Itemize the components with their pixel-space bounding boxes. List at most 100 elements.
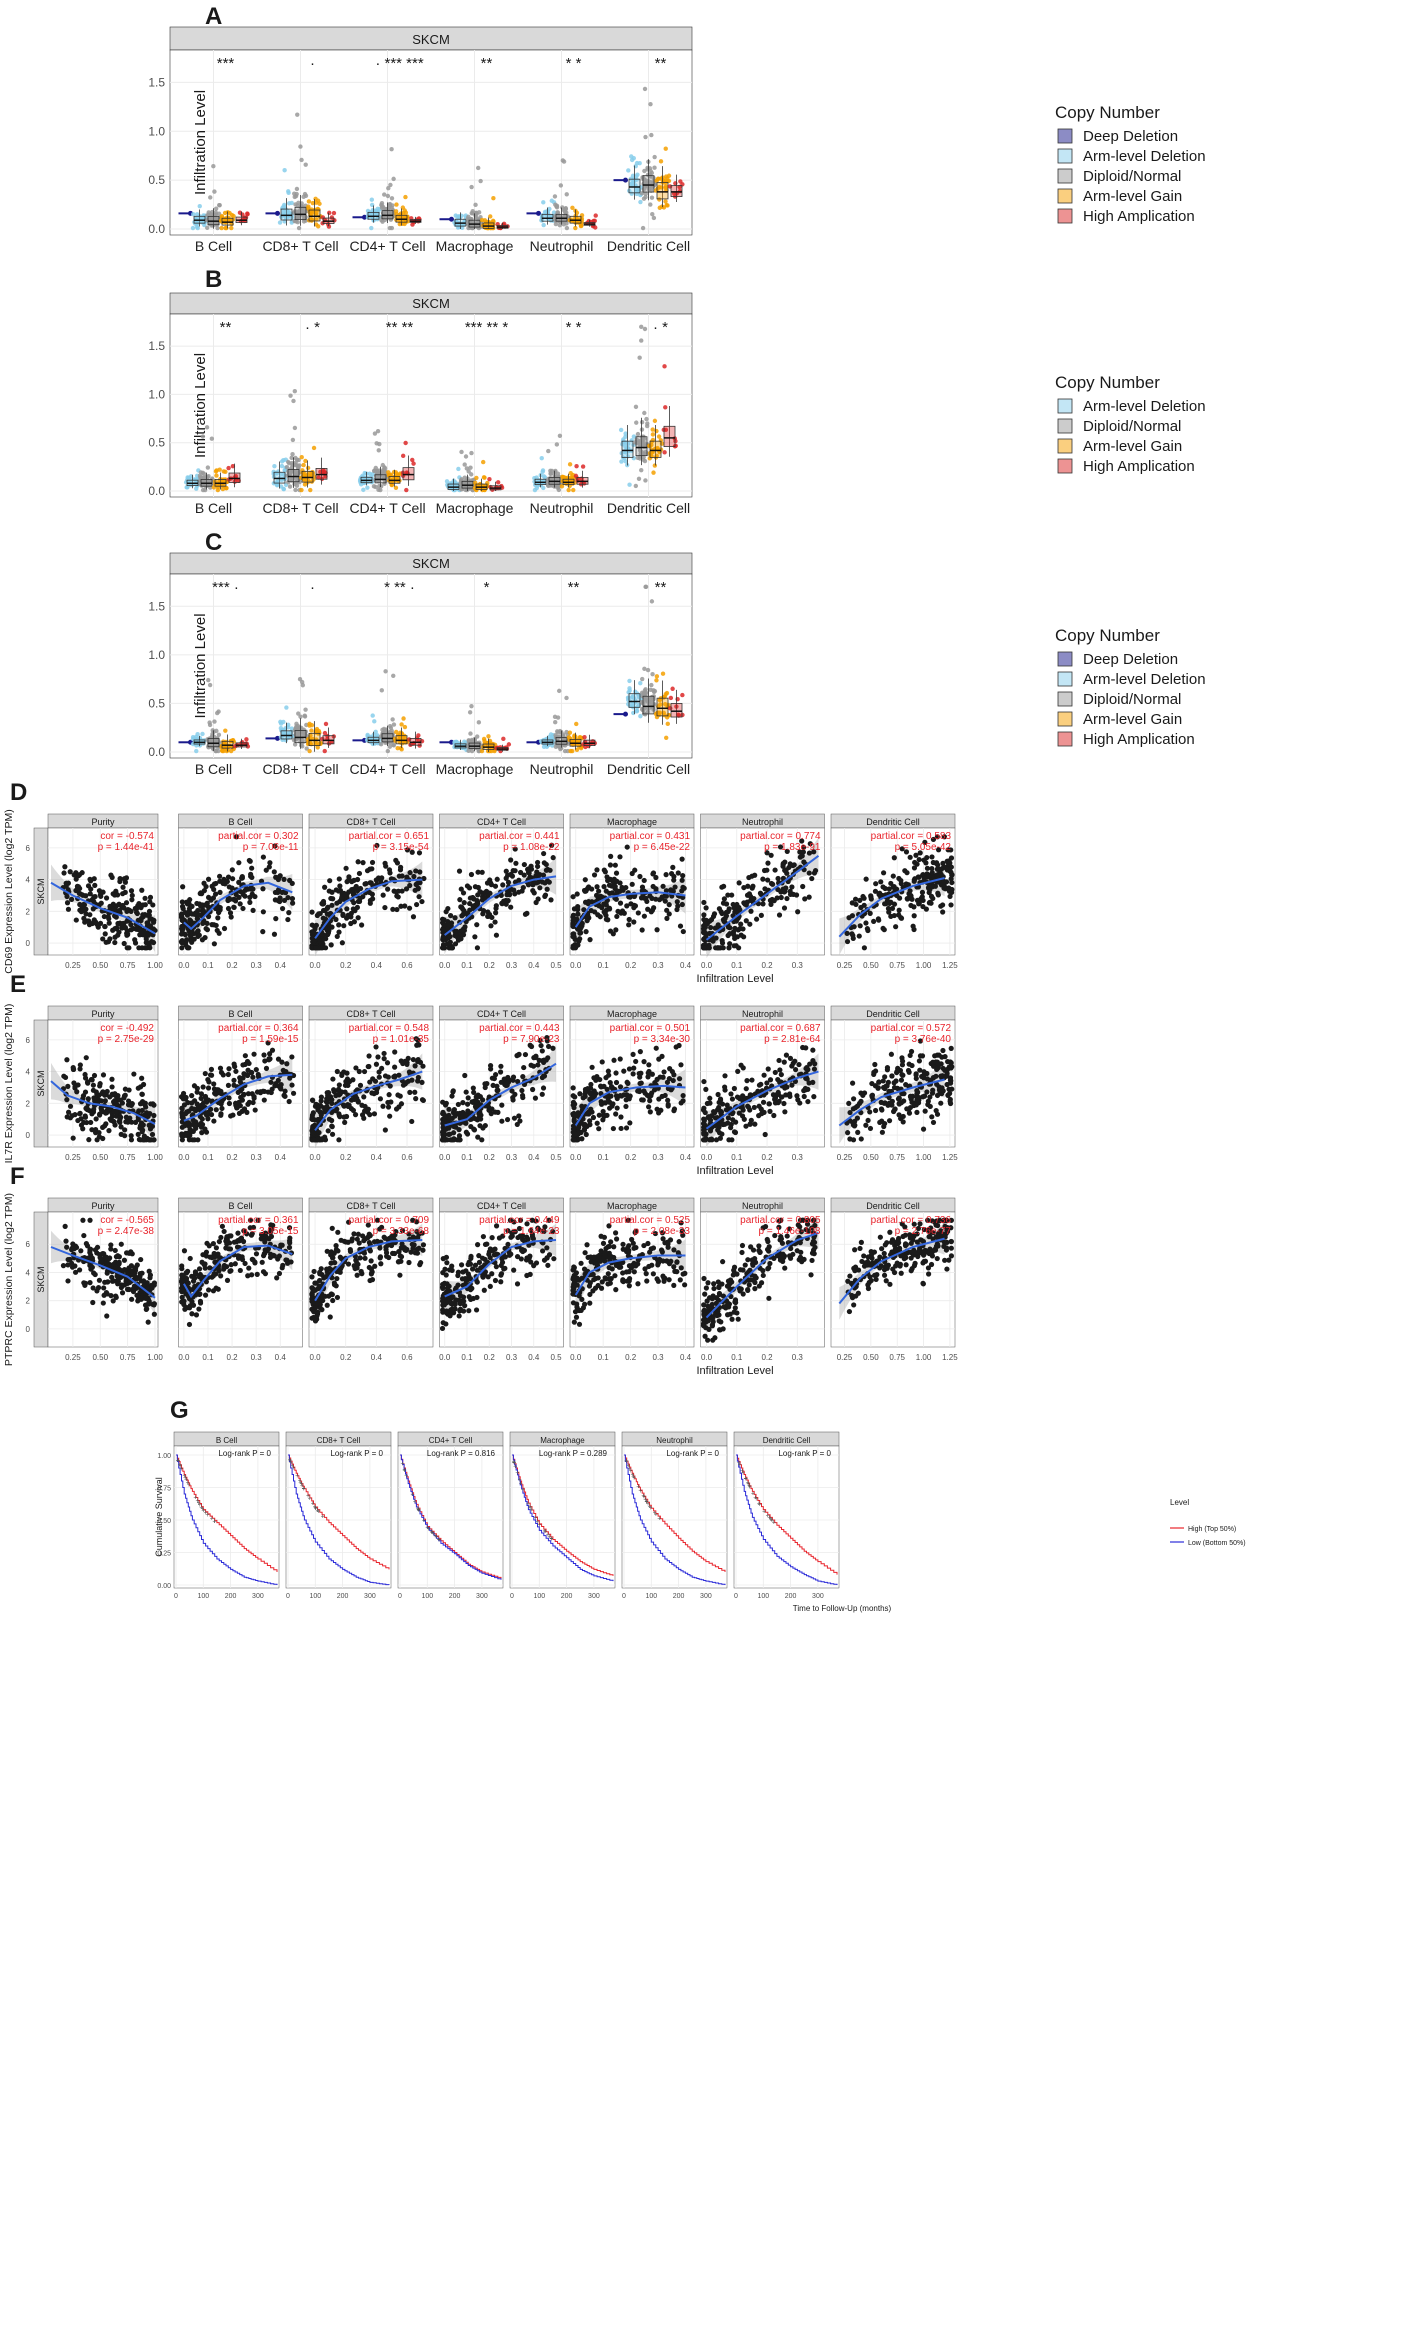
panel-D-facet-4-point [639, 927, 645, 933]
panel-E-facet-1-point [182, 1096, 189, 1102]
panel-D-facet-2-point [316, 911, 322, 917]
panel-D-facet-5-point [776, 912, 783, 918]
panel-A-box [670, 185, 683, 197]
panel-A-xtick: CD8+ T Cell [262, 238, 338, 254]
panel-D-facet-4-xtick: 0.1 [598, 961, 610, 970]
panel-D-facet-4-point [626, 916, 632, 923]
panel-A-point [313, 196, 318, 202]
panel-D-facet-2-point [411, 873, 417, 880]
panel-E-facet-0-point [129, 1119, 135, 1125]
panel-D-facet-5-point [716, 945, 722, 951]
panel-D-facet-4-point [626, 922, 632, 928]
panel-C-point [322, 730, 328, 736]
panel-E-facet-1-point [220, 1072, 226, 1078]
panel-E-facet-0-point [103, 1110, 109, 1116]
panel-D-facet-5-point [781, 889, 787, 895]
panel-C-point [640, 676, 645, 682]
panel-D-facet-2-point [356, 870, 363, 877]
panel-B-point [373, 484, 378, 490]
panel-C-point [379, 688, 384, 693]
panel-B-point [636, 476, 642, 481]
panel-D-facet-4-point [650, 883, 656, 890]
panel-E-facet-0-title: Purity [91, 1009, 115, 1019]
panel-E-facet-1-point [211, 1118, 217, 1124]
panel-D-facet-4-point [606, 905, 613, 911]
panel-D-facet-3-point [472, 934, 478, 940]
panel-A-point [638, 199, 643, 205]
panel-D-facet-1-point [205, 894, 212, 901]
panel-D-facet-4-point [624, 844, 630, 850]
panel-D-facet-0-point [128, 922, 134, 928]
panel-D-facet-4-point [593, 892, 600, 898]
panel-D-facet-4-point [601, 884, 607, 890]
panel-A-point [229, 225, 234, 231]
panel-A-point [373, 212, 378, 217]
panel-E-facet-0-point [128, 1137, 135, 1143]
panel-B-point [185, 475, 190, 480]
panel-B-significance: * * [566, 319, 582, 336]
panel-B-point [459, 449, 464, 455]
panel-D-facet-0-point [73, 917, 79, 923]
panel-D-facet-3-point [544, 886, 550, 892]
panel-A-point [362, 214, 367, 220]
panel-E-facet-1-point [205, 1085, 212, 1091]
panel-A-point [369, 197, 375, 202]
panel-E-facet-0-point [102, 1098, 108, 1104]
panel-E-facet-1-point [192, 1123, 198, 1129]
panel-D-facet-0-point [79, 905, 85, 911]
panel-D-facet-6-point [929, 870, 935, 876]
panel-E-facet-0-point [147, 1126, 154, 1132]
panel-A-xtick: B Cell [195, 238, 232, 254]
panel-B-box [402, 467, 415, 481]
panel-D-facet-6-point [872, 888, 879, 894]
panel-B-point [662, 364, 667, 369]
panel-D-facet-0-point [112, 892, 118, 898]
panel-A-point [326, 224, 332, 229]
panel-D-facet-3-xtick: 0.3 [506, 961, 518, 970]
panel-B-ytick: 0.0 [148, 484, 165, 498]
panel-D-facet-2-point [322, 884, 328, 890]
panel-D-facet-4-point [653, 874, 659, 881]
panel-C-point [391, 673, 396, 678]
panel-D-facet-0-point [117, 907, 123, 913]
panel-E-facet-1-point [245, 1091, 252, 1097]
panel-A-significance: · [310, 55, 315, 72]
panel-B-point [652, 418, 658, 424]
panel-D-facet-5-point [701, 945, 707, 951]
panel-D-facet-1-point [196, 932, 202, 938]
panel-B-point [291, 398, 296, 404]
panel-C-point [665, 721, 670, 727]
panel-D-facet-6-point [887, 900, 893, 906]
panel-A-point [560, 205, 565, 210]
panel-D-facet-6-point [863, 876, 869, 882]
panel-B-point [293, 487, 298, 493]
panel-B-point [294, 457, 300, 462]
panel-E-facet-1-stat-p: p = 1.59e-15 [242, 1034, 299, 1045]
panel-E-facet-1-point [190, 1128, 196, 1135]
panel-E-facet-0-point [109, 1091, 115, 1097]
panel-C-point [541, 744, 547, 750]
panel-B-significance: ** [220, 319, 232, 336]
panel-D-facet-2-point [351, 919, 357, 925]
panel-C-point [309, 728, 314, 733]
panel-D-facet-1-point [179, 917, 185, 923]
panel-B-point [462, 462, 467, 467]
panel-D-facet-4-point [617, 900, 624, 906]
panel-D-facet-3-point [503, 868, 509, 874]
panel-B-point [482, 475, 487, 480]
panel-A-point [650, 211, 655, 217]
panel-B-xtick: CD4+ T Cell [349, 500, 425, 516]
panel-D-facet-3-point [484, 880, 491, 886]
panel-D-facet-4-point [629, 881, 635, 887]
panel-B-point [541, 474, 547, 479]
panel-E-facet-1-point [282, 1093, 288, 1099]
panel-D-facet-2-stat-p: p = 3.15e-54 [373, 842, 430, 853]
panel-D-facet-4-point [631, 905, 637, 911]
panel-E-facet-0-point [125, 1102, 132, 1108]
panel-D-facet-0-point [87, 891, 93, 897]
panel-A-point [320, 215, 326, 220]
panel-D-facet-6-point [844, 938, 851, 945]
panel-D-scatter: CD69 Expression Level (log2 TPM) SKCMPuri… [3, 809, 958, 985]
panel-D-facet-0-point [92, 893, 98, 900]
